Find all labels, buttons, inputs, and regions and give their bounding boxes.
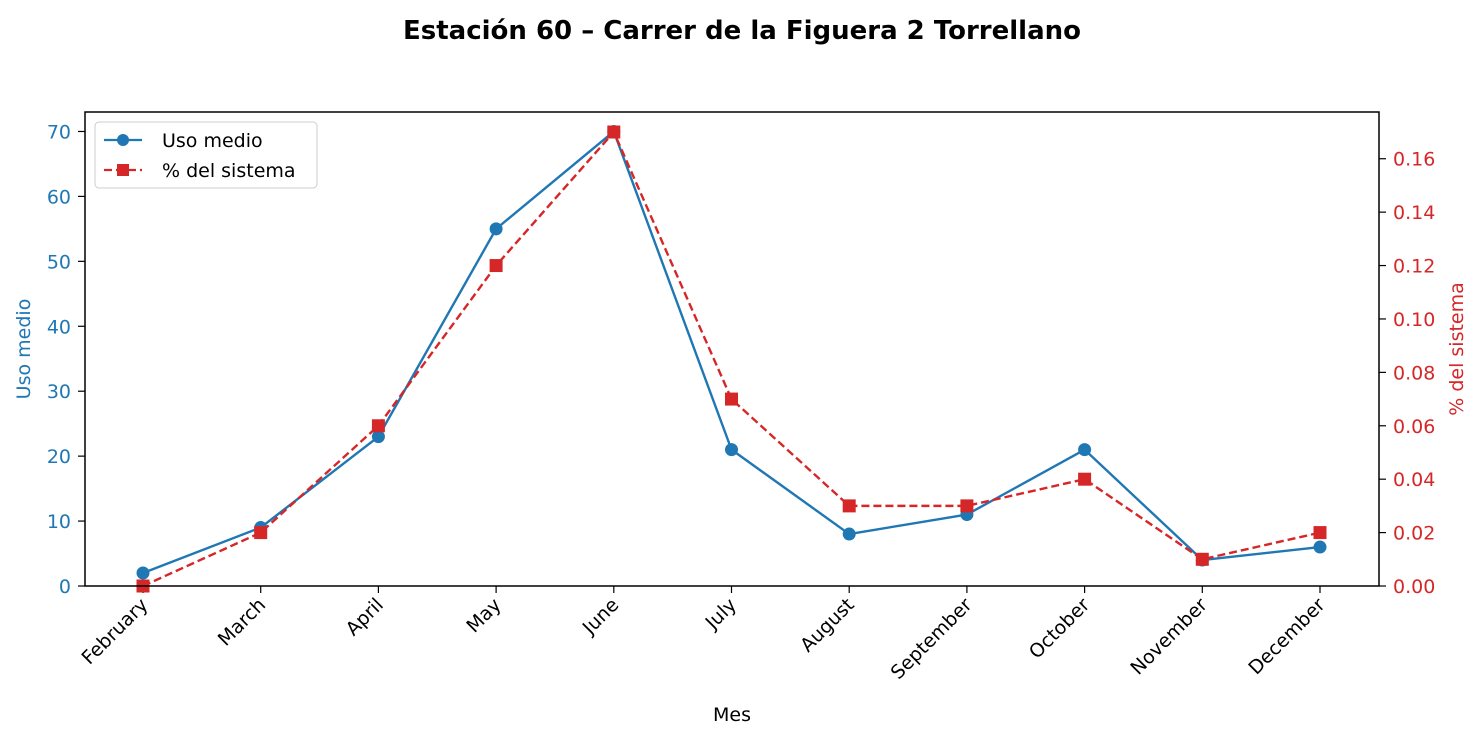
left-y-tick-label-60: 60 <box>47 186 71 208</box>
point-uso-medio-december <box>1313 540 1327 554</box>
right-y-tick-label-0-06: 0.06 <box>1393 416 1435 438</box>
left-y-tick-label-40: 40 <box>47 316 71 338</box>
x-tick-label-may: May <box>462 594 505 637</box>
x-tick-label-october: October <box>1025 594 1094 663</box>
left-y-tick-label-30: 30 <box>47 381 71 403</box>
point-uso-medio-may <box>489 222 503 236</box>
right-y-tick-label-0-12: 0.12 <box>1393 256 1435 278</box>
point-del-sistema-april <box>371 419 385 433</box>
legend-label-uso-medio: Uso medio <box>162 130 263 152</box>
x-tick-label-december: December <box>1244 594 1329 679</box>
x-tick-label-september: September <box>887 594 977 684</box>
x-tick-label-june: June <box>578 594 624 640</box>
left-y-tick-label-20: 20 <box>47 446 71 468</box>
series-lines <box>142 130 1321 588</box>
point-uso-medio-august <box>842 527 856 541</box>
axis-ticks: February March April May June July August Septe… <box>47 121 1436 683</box>
right-y-tick-label-0-14: 0.14 <box>1393 202 1435 224</box>
right-y-tick-label-0-10: 0.10 <box>1393 309 1435 331</box>
x-tick-label-february: February <box>77 594 152 669</box>
right-y-tick-label-0-04: 0.04 <box>1393 469 1435 491</box>
right-y-tick-label-0-16: 0.16 <box>1393 149 1435 171</box>
left-y-axis-label: Uso medio <box>13 299 35 400</box>
right-y-axis-label: % del sistema <box>1446 282 1468 416</box>
legend: Uso medio % del sistema <box>94 121 318 189</box>
x-tick-label-april: April <box>342 594 388 640</box>
legend-box <box>94 121 318 189</box>
left-y-tick-label-10: 10 <box>47 511 71 533</box>
series-line-uso-medio <box>142 130 1321 575</box>
series-points <box>136 124 1327 593</box>
point-del-sistema-july <box>725 392 738 406</box>
point-uso-medio-october <box>1078 443 1092 457</box>
point-del-sistema-may <box>489 259 503 273</box>
point-del-sistema-august <box>842 499 856 513</box>
x-tick-label-march: March <box>214 594 271 651</box>
point-uso-medio-april <box>371 430 385 444</box>
x-tick-label-november: November <box>1126 594 1212 680</box>
right-y-tick-label-0-02: 0.02 <box>1393 523 1435 545</box>
point-uso-medio-july <box>725 443 738 457</box>
x-tick-label-july: July <box>701 594 741 634</box>
point-uso-medio-february <box>136 566 150 580</box>
point-del-sistema-march <box>254 526 268 540</box>
point-del-sistema-november <box>1195 552 1209 566</box>
right-y-tick-label-0-08: 0.08 <box>1393 362 1435 384</box>
x-axis-label: Mes <box>713 704 751 726</box>
legend-marker-uso-medio <box>117 134 129 146</box>
legend-label-pct-sistema: % del sistema <box>162 160 296 182</box>
left-y-tick-label-70: 70 <box>47 121 71 143</box>
point-del-sistema-june <box>607 125 621 139</box>
chart-title: Estación 60 – Carrer de la Figuera 2 Tor… <box>403 16 1081 46</box>
series-line-del-sistema <box>142 130 1321 588</box>
left-y-tick-label-50: 50 <box>47 251 71 273</box>
point-del-sistema-december <box>1313 526 1327 540</box>
plot-frame <box>84 111 1380 587</box>
left-y-tick-label-0: 0 <box>59 576 71 598</box>
right-y-tick-label-0-00: 0.00 <box>1393 576 1435 598</box>
point-del-sistema-october <box>1078 472 1092 486</box>
x-tick-label-august: August <box>796 594 859 657</box>
legend-marker-pct-sistema <box>117 164 129 176</box>
point-del-sistema-september <box>960 499 974 513</box>
